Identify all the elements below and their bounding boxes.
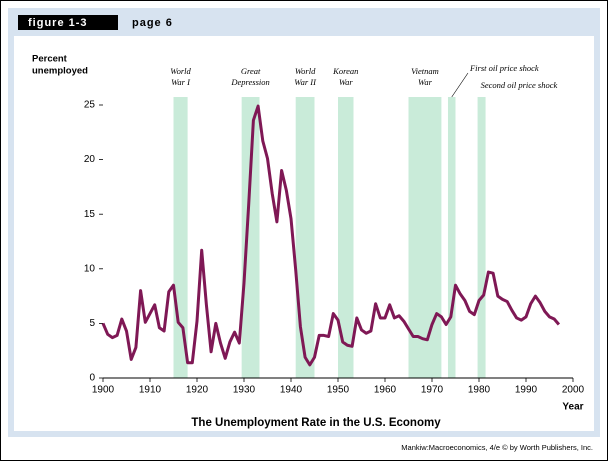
shaded-band (338, 97, 354, 378)
band-label: Depression (230, 77, 269, 87)
shaded-band (241, 97, 260, 378)
x-tick-label: 1990 (515, 385, 538, 396)
x-tick-label: 1970 (421, 385, 444, 396)
band-label: War (339, 77, 354, 87)
x-tick-label: 1920 (186, 385, 209, 396)
shaded-band (447, 97, 456, 378)
band-label: Second oil price shock (481, 80, 558, 90)
x-tick-label: 2000 (562, 385, 585, 396)
y-tick-label: 15 (84, 209, 96, 220)
y-tick-label: 10 (84, 263, 96, 274)
band-label: World (295, 66, 316, 76)
y-tick-label: 20 (84, 154, 96, 165)
x-tick-label: 1940 (280, 385, 303, 396)
band-label: War II (294, 77, 317, 87)
band-label: War I (171, 77, 191, 87)
x-tick-label: 1910 (139, 385, 162, 396)
shaded-band (477, 97, 486, 378)
y-axis-label: Percent (32, 54, 68, 65)
band-label: Great (241, 66, 261, 76)
x-tick-label: 1930 (233, 385, 256, 396)
shaded-band (295, 97, 315, 378)
credit: Mankiw:Macroeconomics, 4/e © by Worth Pu… (401, 443, 593, 452)
chart-title: The Unemployment Rate in the U.S. Econom… (191, 417, 441, 429)
x-tick-label: 1900 (92, 385, 115, 396)
shaded-band (408, 97, 442, 378)
data-line (101, 104, 561, 367)
x-tick-label: 1950 (327, 385, 350, 396)
x-axis-label: Year (562, 402, 583, 413)
figure-label: figure 1-3 (28, 17, 88, 29)
figure-label-box (18, 15, 118, 30)
x-tick-label: 1960 (374, 385, 397, 396)
callout-line (451, 72, 469, 98)
y-tick-label: 5 (89, 318, 95, 329)
y-tick-label: 25 (84, 100, 96, 111)
y-tick-label: 0 (89, 373, 95, 384)
x-tick-label: 1980 (468, 385, 491, 396)
band-label: Vietnam (411, 66, 439, 76)
page-label: page 6 (132, 17, 173, 29)
band-label: War (418, 77, 433, 87)
band-label: First oil price shock (469, 63, 539, 73)
band-label: Korean (332, 66, 358, 76)
y-axis-label: unemployed (32, 66, 88, 77)
band-label: World (170, 66, 191, 76)
